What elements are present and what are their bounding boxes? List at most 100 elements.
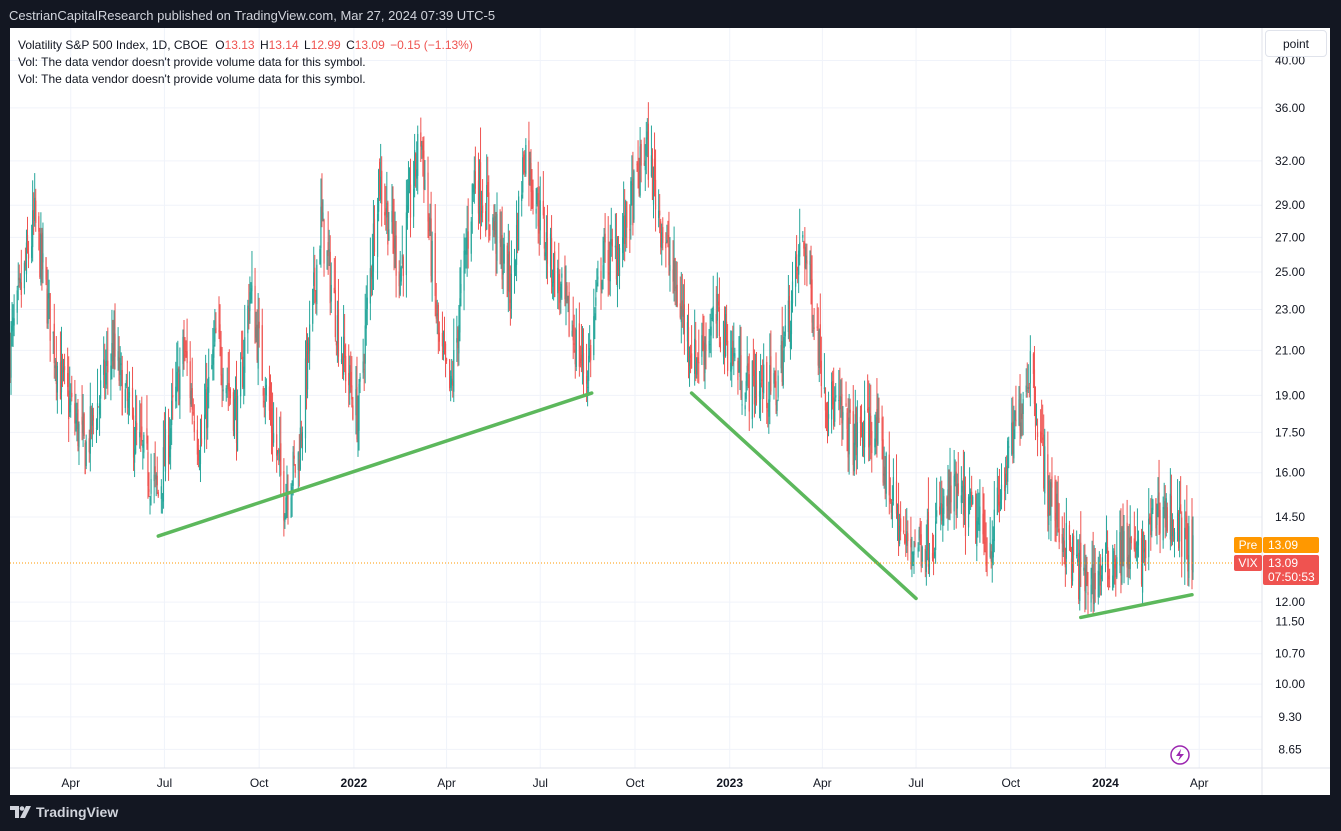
candle-body: [146, 428, 148, 444]
candle-body: [423, 150, 425, 190]
volume-note-1: Vol: The data vendor doesn't provide vol…: [18, 55, 366, 69]
candle-body: [119, 358, 121, 375]
candle-body: [1119, 532, 1121, 566]
candle-body: [637, 163, 639, 171]
candle-body: [897, 504, 900, 544]
candle-body: [674, 258, 676, 292]
candle-body: [910, 539, 912, 548]
candle-body: [939, 506, 941, 514]
candle-body: [878, 417, 880, 423]
candle-body: [1150, 516, 1152, 536]
lightning-icon[interactable]: [1170, 745, 1190, 765]
candle-body: [1187, 554, 1189, 572]
candle-body: [26, 235, 29, 250]
candle-body: [554, 251, 556, 297]
candle-body: [955, 471, 957, 516]
candle-body: [336, 315, 339, 344]
candle-body: [861, 436, 864, 442]
candle-body: [1011, 422, 1013, 455]
candle-body: [802, 234, 804, 238]
candle-body: [752, 360, 754, 377]
candle-body: [330, 284, 332, 302]
candle-body: [1072, 535, 1075, 556]
candle-body: [68, 390, 70, 420]
candle-body: [1022, 399, 1024, 415]
candle-body: [747, 363, 749, 372]
price-tick-label: 8.65: [1278, 742, 1302, 756]
candle-body: [156, 475, 158, 486]
candle-body: [1026, 390, 1028, 392]
trendline-2: [689, 391, 918, 601]
candle-body: [48, 292, 50, 299]
candle-body: [176, 371, 178, 393]
scale-mode-button[interactable]: point: [1265, 30, 1327, 57]
candle-body: [1134, 542, 1136, 558]
pre-tag-label: Pre: [1239, 538, 1258, 552]
candle-body: [420, 132, 422, 147]
published-text: CestrianCapitalResearch published on Tra…: [9, 8, 496, 23]
candle-body: [1070, 558, 1073, 579]
candle-body: [885, 452, 887, 494]
candle-body: [113, 332, 115, 362]
candle-body: [826, 412, 829, 421]
candle-body: [301, 432, 304, 449]
candle-body: [949, 476, 951, 505]
candle-body: [241, 358, 243, 360]
candle-body: [139, 432, 141, 438]
candle-body: [60, 361, 63, 393]
candle-body: [1054, 481, 1056, 521]
candle-body: [662, 227, 664, 244]
candle-body: [307, 342, 310, 354]
candle-body: [333, 287, 335, 294]
candle-body: [799, 242, 801, 257]
candle-body: [373, 219, 376, 252]
candle-body: [1113, 550, 1115, 584]
candle-body: [1136, 540, 1139, 557]
candle-body: [442, 351, 445, 353]
candle-body: [1122, 525, 1124, 558]
candle-body: [553, 253, 555, 283]
candle-body: [471, 184, 473, 215]
chart-panel[interactable]: 40.00 36.00 32.00 29.00 27.00 25.00 23.00 21.00…: [10, 28, 1330, 795]
candle-body: [1178, 513, 1180, 549]
candle-body: [179, 369, 181, 400]
candle-body: [290, 497, 292, 518]
vix-tag-label-bg: [1234, 555, 1262, 572]
candle-body: [495, 221, 497, 254]
price-tick-label: 25.00: [1275, 265, 1305, 279]
candle-body: [660, 221, 662, 248]
candle-body: [704, 343, 706, 374]
candle-body: [920, 534, 922, 567]
tradingview-brand: TradingView: [36, 804, 119, 820]
candle-body: [1120, 540, 1122, 576]
candle-body: [149, 499, 151, 501]
candle-body: [369, 268, 371, 304]
candle-body: [911, 551, 913, 555]
tradingview-logo[interactable]: TradingView: [10, 804, 118, 820]
candle-body: [1058, 528, 1060, 543]
candle-body: [34, 197, 36, 222]
candle-body: [626, 201, 628, 228]
candle-body: [585, 375, 588, 384]
candle-body: [611, 238, 613, 247]
candle-body: [543, 219, 545, 249]
price-tick-label: 11.50: [1275, 614, 1304, 628]
candle-body: [790, 300, 793, 335]
candle-body: [982, 513, 984, 535]
candle-body: [687, 327, 690, 358]
candle-body: [251, 285, 253, 292]
candle-body: [708, 341, 710, 350]
candle-body: [996, 487, 998, 516]
candle-body: [1100, 575, 1102, 580]
candle-body: [481, 205, 484, 213]
vix-tag-label: VIX: [1238, 556, 1257, 570]
candle-body: [744, 405, 746, 410]
time-tick-label: 2022: [341, 776, 368, 790]
candle-body: [817, 331, 819, 366]
symbol-label: Volatility S&P 500 Index, 1D, CBOE: [18, 38, 208, 52]
candle-body: [672, 269, 674, 282]
candle-body: [212, 349, 214, 365]
candle-body: [957, 483, 959, 494]
price-chart[interactable]: 40.00 36.00 32.00 29.00 27.00 25.00 23.00 21.00…: [10, 28, 1330, 795]
candle-body: [459, 298, 461, 333]
